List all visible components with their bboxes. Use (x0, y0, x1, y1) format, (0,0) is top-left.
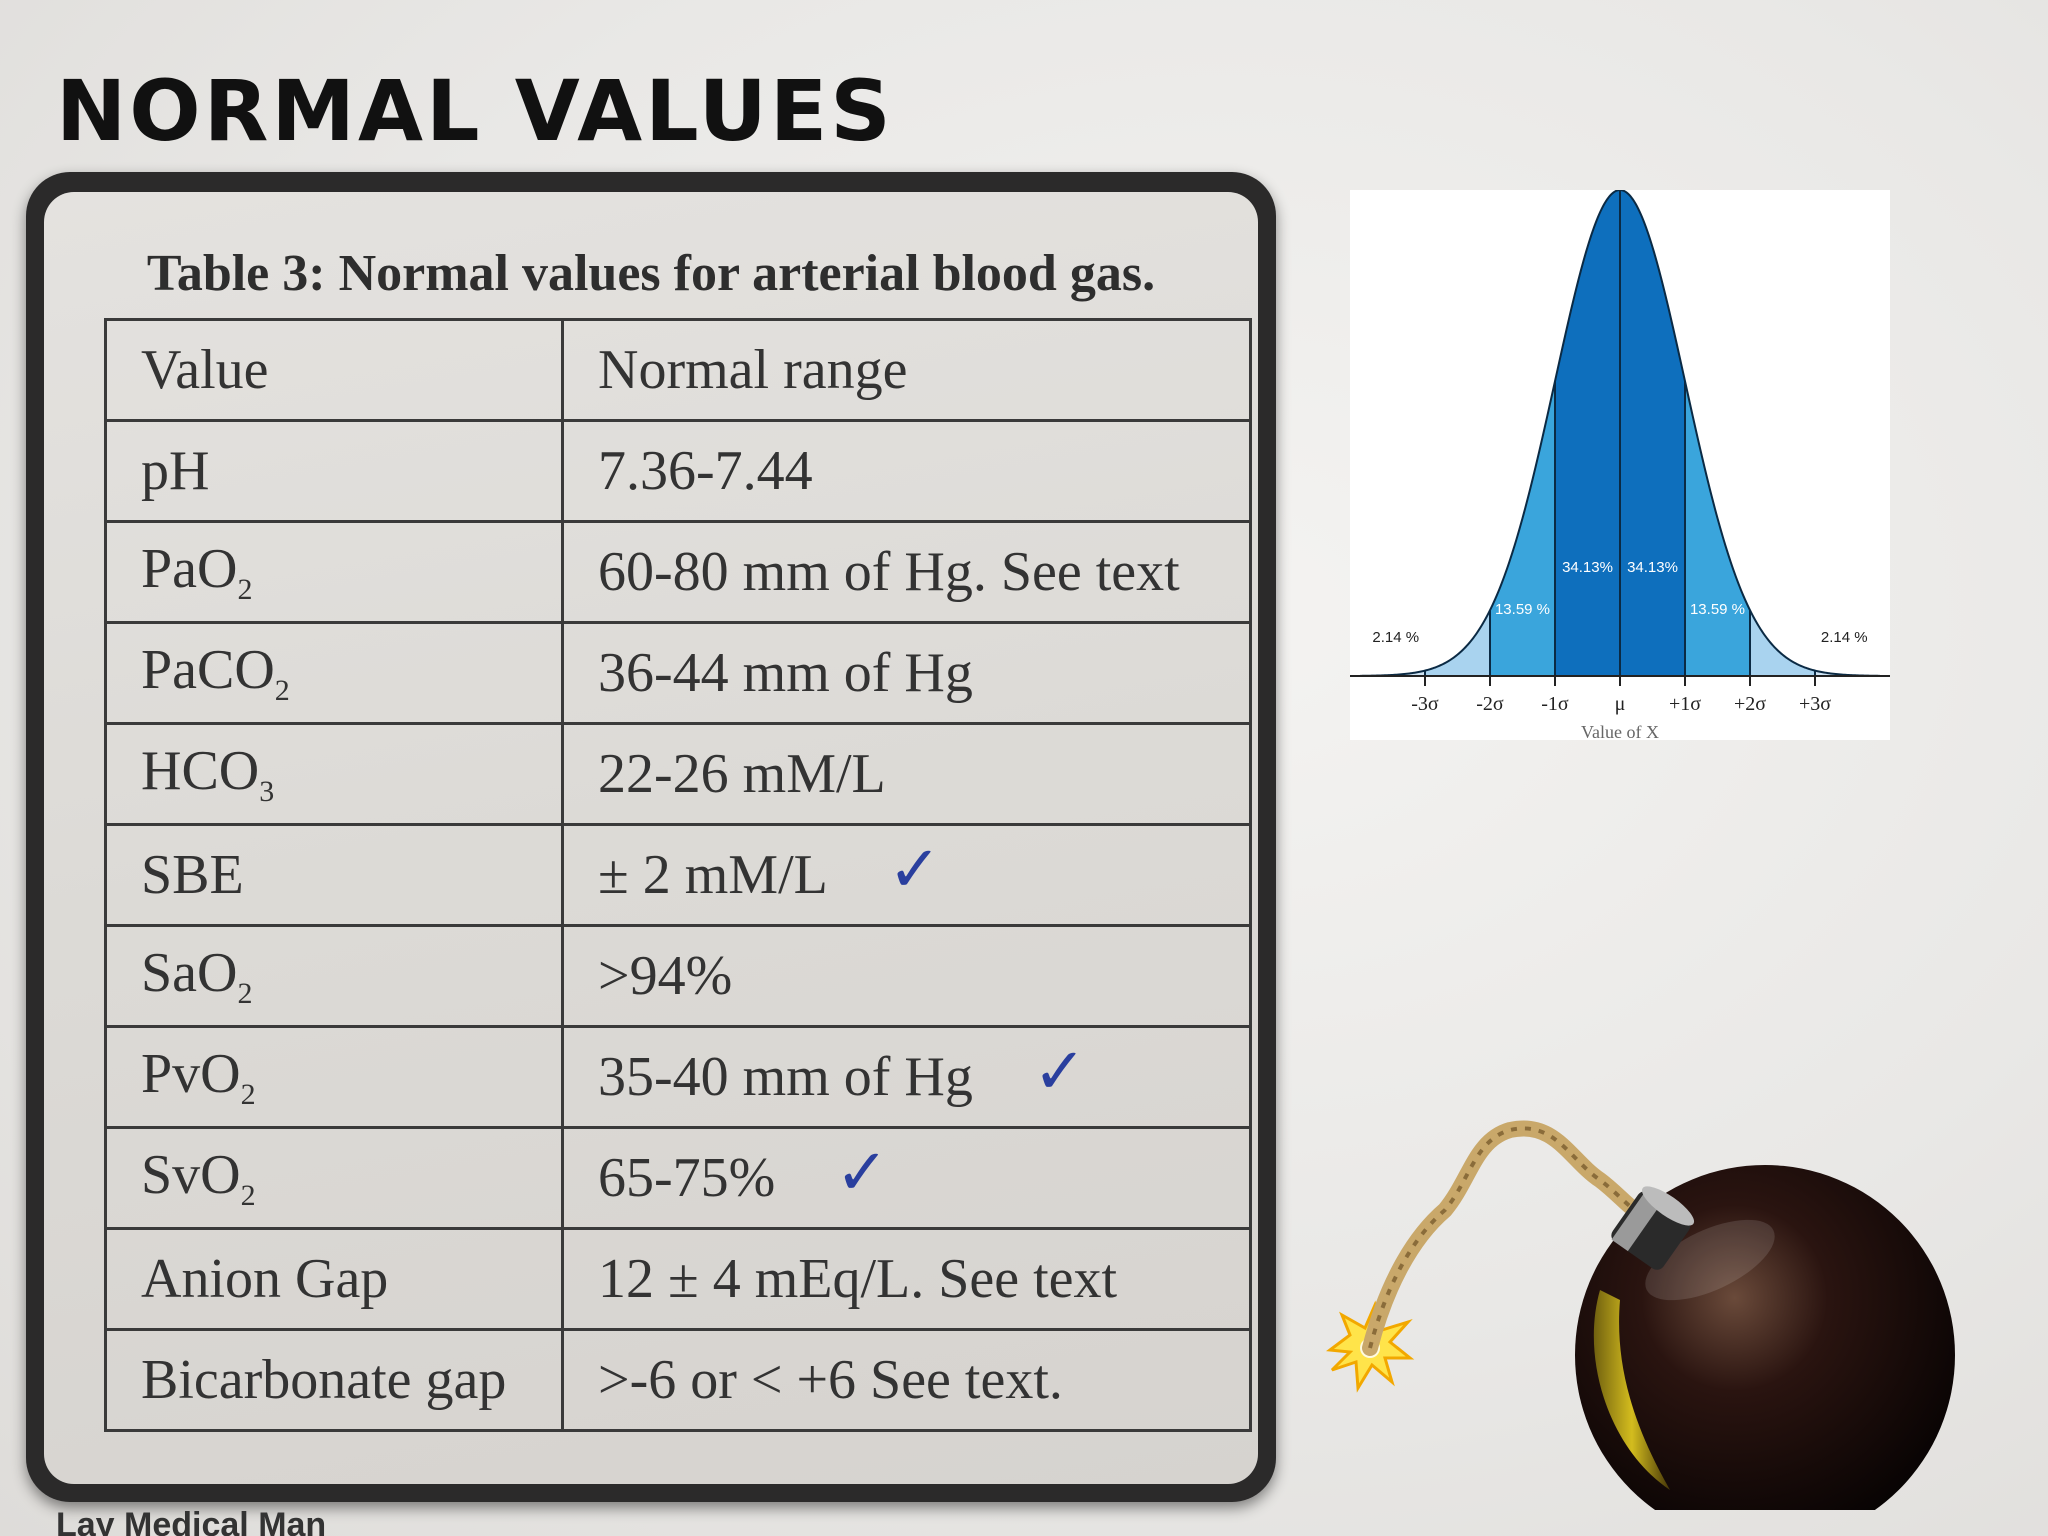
value-name: SaO (141, 941, 238, 1004)
page-title: NORMAL VALUES (56, 62, 894, 160)
value-name: HCO (141, 739, 260, 802)
row-normal-range: 65-75% (561, 1126, 1252, 1230)
band-percent-label: 34.13% (1562, 559, 1613, 576)
band-percent-label: 2.14 % (1372, 629, 1419, 646)
table-photo: Table 3: Normal values for arterial bloo… (44, 192, 1258, 1484)
value-name: PvO (141, 1042, 241, 1105)
bomb-icon (1326, 1120, 1955, 1510)
x-tick-label: +3σ (1799, 693, 1831, 715)
checkmark-icon: ✓ (835, 1135, 889, 1210)
table-row: Bicarbonate gap >-6 or < +6 See text. (104, 1328, 1252, 1432)
value-name: PaCO (141, 638, 275, 701)
row-value-name: pH (104, 419, 564, 523)
row-value-name: Anion Gap (104, 1227, 564, 1331)
row-value-name: SvO2 (104, 1126, 564, 1230)
bell-curve-svg: -3σ -2σ -1σ μ +1σ +2σ +3σ Value of X 2.14 % 13.59… (1350, 188, 1890, 742)
table-row: SaO2 >94% (104, 924, 1252, 1028)
value-name: SBE (141, 844, 244, 906)
value-subscript: 2 (274, 674, 290, 708)
row-normal-range: 35-40 mm of Hg (561, 1025, 1252, 1129)
table-row: PaO2 60-80 mm of Hg. See text (104, 520, 1252, 624)
header-value: Value (104, 318, 564, 422)
row-normal-range: 22-26 mM/L (561, 722, 1252, 826)
footer-credit: Lay Medical Man (56, 1506, 327, 1536)
value-name: Bicarbonate gap (141, 1349, 507, 1411)
table-row: PaCO2 36-44 mm of Hg (104, 621, 1252, 725)
row-normal-range: >94% (561, 924, 1252, 1028)
distribution-band (1555, 190, 1620, 676)
value-name: PaO (141, 537, 238, 600)
band-percent-label: 13.59 % (1495, 601, 1550, 618)
row-normal-range: ± 2 mM/L (561, 823, 1252, 927)
table-photo-frame: Table 3: Normal values for arterial bloo… (26, 172, 1276, 1502)
table-header-row: Value Normal range (104, 318, 1252, 422)
distribution-band (1360, 670, 1425, 676)
x-axis-label: Value of X (1581, 722, 1659, 740)
table-row: PvO2 35-40 mm of Hg (104, 1025, 1252, 1129)
header-normal-range: Normal range (561, 318, 1252, 422)
row-value-name: PaO2 (104, 520, 564, 624)
row-value-name: HCO3 (104, 722, 564, 826)
value-subscript: 3 (259, 775, 275, 809)
value-subscript: 2 (237, 573, 253, 607)
row-value-name: Bicarbonate gap (104, 1328, 564, 1432)
value-subscript: 2 (240, 1179, 256, 1213)
row-normal-range: >-6 or < +6 See text. (561, 1328, 1252, 1432)
band-percent-label: 34.13% (1627, 559, 1678, 576)
x-tick-label: μ (1615, 693, 1626, 715)
value-name: pH (141, 440, 210, 502)
band-percent-label: 2.14 % (1821, 629, 1868, 646)
row-normal-range: 60-80 mm of Hg. See text (561, 520, 1252, 624)
table-caption: Table 3: Normal values for arterial bloo… (146, 245, 1156, 302)
table-row: SvO2 65-75% (104, 1126, 1252, 1230)
row-normal-range: 36-44 mm of Hg (561, 621, 1252, 725)
distribution-band (1815, 670, 1880, 676)
x-tick-label: -1σ (1541, 693, 1569, 715)
row-normal-range: 12 ± 4 mEq/L. See text (561, 1227, 1252, 1331)
checkmark-icon: ✓ (1032, 1034, 1087, 1109)
x-tick-label: -3σ (1411, 693, 1439, 715)
table-row: pH 7.36-7.44 (104, 419, 1252, 523)
x-tick-label: -2σ (1476, 693, 1504, 715)
distribution-band (1425, 610, 1490, 676)
normal-distribution-chart: -3σ -2σ -1σ μ +1σ +2σ +3σ Value of X 2.14 % 13.59… (1350, 188, 1890, 742)
row-normal-range: 7.36-7.44 (561, 419, 1252, 523)
value-subscript: 2 (240, 1078, 256, 1112)
band-percent-label: 13.59 % (1690, 601, 1745, 618)
table-row: HCO3 22-26 mM/L (104, 722, 1252, 826)
value-name: Anion Gap (141, 1248, 389, 1310)
checkmark-icon: ✓ (887, 832, 942, 907)
row-value-name: SaO2 (104, 924, 564, 1028)
value-subscript: 2 (237, 977, 253, 1011)
distribution-band (1750, 610, 1815, 676)
table-row: SBE ± 2 mM/L (104, 823, 1252, 927)
distribution-band (1620, 190, 1685, 676)
row-value-name: PaCO2 (104, 621, 564, 725)
value-name: SvO (141, 1143, 241, 1206)
row-value-name: PvO2 (104, 1025, 564, 1129)
table-row: Anion Gap 12 ± 4 mEq/L. See text (104, 1227, 1252, 1331)
x-tick-label: +1σ (1669, 693, 1701, 715)
row-value-name: SBE (104, 823, 564, 927)
x-tick-label: +2σ (1734, 693, 1766, 715)
abg-normal-values-table: Value Normal range pH 7.36-7.44 PaO2 60-80 … (104, 318, 1252, 1432)
